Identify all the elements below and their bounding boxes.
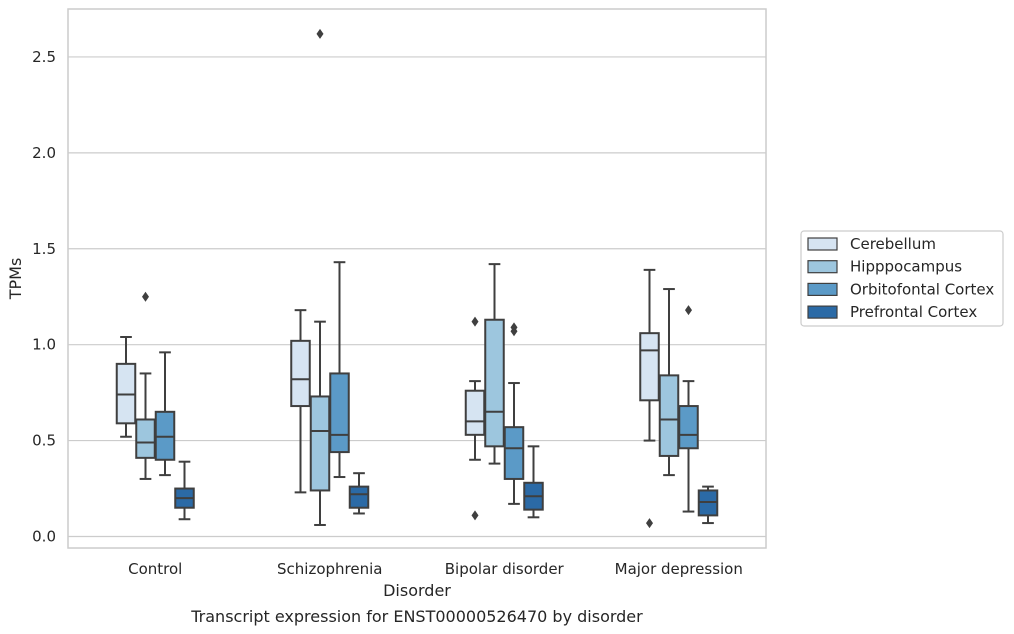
- y-tick-label: 0.0: [32, 527, 56, 545]
- box-body: [135, 418, 156, 459]
- outlier-point: [316, 28, 324, 39]
- chart-caption: Transcript expression for ENST0000052647…: [190, 607, 643, 626]
- box-body: [348, 485, 370, 509]
- plot-frame: [67, 8, 767, 549]
- box-body: [309, 395, 331, 492]
- legend-frame: [800, 230, 1004, 327]
- box: [309, 28, 331, 526]
- legend-swatch: [807, 260, 838, 274]
- outlier-point: [646, 518, 653, 529]
- y-tick-label: 1.5: [32, 240, 56, 258]
- outlier-point: [142, 291, 149, 302]
- x-tick-label: Schizophrenia: [277, 560, 382, 578]
- outlier-point: [510, 322, 518, 333]
- x-tick-label: Bipolar disorder: [445, 560, 565, 578]
- box: [484, 263, 505, 465]
- box-body: [290, 339, 311, 408]
- legend-swatch: [807, 305, 838, 319]
- box-body: [658, 374, 680, 457]
- box: [658, 288, 680, 477]
- axes: 0.0 0.5 1.0 1.5 2.0 2.5 Control Schizophrenia Bi…: [32, 8, 767, 578]
- box: [135, 291, 156, 480]
- outlier-point: [471, 316, 479, 327]
- x-tick-label: Control: [128, 560, 182, 578]
- box-body: [678, 405, 699, 450]
- box-plot-marks: [115, 28, 719, 529]
- box: [290, 309, 311, 494]
- box: [678, 305, 699, 513]
- box-body: [484, 318, 505, 448]
- box: [348, 472, 370, 515]
- y-tick-label: 0.5: [32, 432, 56, 450]
- box: [639, 268, 660, 529]
- box: [154, 351, 176, 477]
- legend-label: Cerebellum: [850, 235, 936, 253]
- y-tick-label: 2.0: [32, 144, 56, 162]
- box-body: [639, 332, 660, 402]
- outlier-point: [685, 305, 692, 316]
- legend-swatch: [807, 237, 838, 251]
- box: [115, 336, 137, 438]
- box: [174, 460, 195, 521]
- box: [503, 322, 525, 505]
- x-tick-label: Major depression: [615, 560, 743, 578]
- legend-label: Orbitofontal Cortex: [850, 280, 994, 298]
- box: [464, 316, 486, 521]
- y-axis-label: TPMs: [6, 258, 25, 301]
- y-tick-label: 1.0: [32, 336, 56, 354]
- box-body: [503, 426, 525, 480]
- box-body: [464, 389, 486, 436]
- x-axis-label: Disorder: [383, 581, 451, 600]
- legend-swatch: [807, 282, 838, 296]
- legend-label: Prefrontal Cortex: [850, 303, 977, 321]
- box-body: [329, 372, 350, 454]
- outlier-point: [471, 510, 479, 521]
- y-tick-label: 2.5: [32, 48, 56, 66]
- box: [697, 485, 719, 525]
- gridlines: [68, 56, 766, 538]
- legend-label: Hipppocampus: [850, 258, 962, 276]
- box: [329, 261, 350, 479]
- box: [523, 445, 544, 519]
- legend: Cerebellum Hipppocampus Orbitofontal Corte…: [800, 230, 1004, 327]
